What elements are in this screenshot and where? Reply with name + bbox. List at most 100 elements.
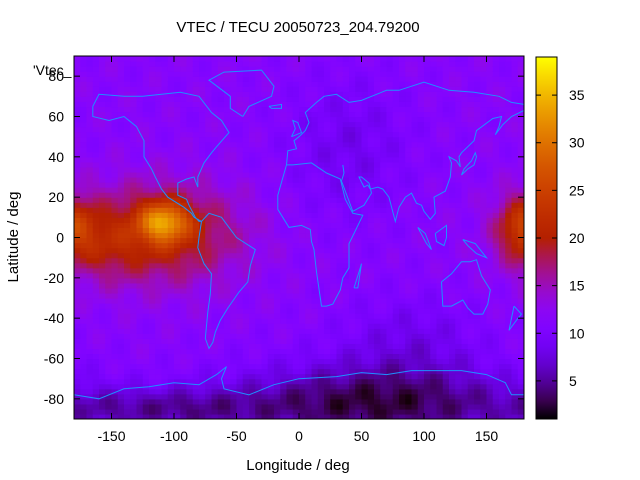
heat-cell — [105, 136, 113, 143]
heat-cell — [280, 383, 288, 390]
heat-cell — [267, 76, 275, 82]
heat-cell — [411, 187, 419, 193]
heat-cell — [80, 232, 88, 239]
heat-cell — [161, 298, 169, 304]
heat-cell — [349, 368, 356, 375]
heat-cell — [467, 192, 475, 198]
heat-cell — [349, 388, 356, 395]
heat-cell — [324, 141, 331, 148]
heat-cell — [311, 363, 319, 370]
heat-cell — [130, 111, 138, 118]
heat-cell — [411, 166, 419, 173]
heat-cell — [336, 91, 344, 97]
heat-cell — [267, 252, 275, 259]
heat-cell — [324, 202, 331, 208]
heat-cell — [130, 262, 138, 269]
heat-cell — [286, 368, 294, 375]
heat-cell — [174, 131, 181, 138]
heat-cell — [405, 267, 413, 274]
heat-cell — [136, 313, 144, 319]
heat-cell — [142, 277, 150, 284]
heat-cell — [124, 222, 131, 229]
heat-cell — [386, 81, 394, 87]
heat-cell — [199, 388, 206, 395]
heat-cell — [499, 242, 506, 249]
heat-cell — [449, 166, 456, 173]
heat-cell — [224, 197, 231, 203]
heat-cell — [74, 116, 81, 123]
heat-cell — [311, 121, 319, 128]
heat-cell — [292, 192, 300, 198]
heat-cell — [267, 333, 275, 339]
heat-cell — [167, 338, 175, 344]
heat-cell — [355, 373, 363, 380]
heat-cell — [480, 71, 488, 77]
heat-cell — [267, 71, 275, 77]
heat-cell — [186, 277, 194, 284]
heat-cell — [430, 101, 438, 108]
heat-cell — [280, 298, 288, 304]
heat-cell — [92, 272, 100, 279]
heat-cell — [230, 393, 238, 400]
heat-cell — [499, 292, 506, 299]
heat-cell — [405, 242, 413, 249]
heat-cell — [430, 363, 438, 370]
heat-cell — [499, 136, 506, 143]
heat-cell — [74, 146, 81, 153]
heat-cell — [361, 242, 369, 249]
heat-cell — [149, 177, 156, 183]
heat-cell — [486, 116, 494, 123]
heat-cell — [367, 111, 375, 118]
heat-cell — [117, 222, 125, 229]
heat-cell — [492, 277, 500, 284]
heat-cell — [205, 247, 213, 254]
heat-cell — [467, 166, 475, 173]
heat-cell — [174, 398, 181, 405]
heat-cell — [442, 101, 450, 108]
heat-cell — [174, 151, 181, 158]
heat-cell — [442, 383, 450, 390]
heat-cell — [330, 403, 338, 410]
heat-cell — [411, 408, 419, 415]
heat-cell — [461, 227, 469, 234]
heat-cell — [367, 182, 375, 188]
heat-cell — [492, 151, 500, 158]
heat-cell — [142, 66, 150, 72]
heat-cell — [467, 106, 475, 113]
heat-cell — [217, 403, 225, 410]
heat-cell — [280, 398, 288, 405]
heat-cell — [430, 398, 438, 405]
heat-cell — [349, 86, 356, 92]
heat-cell — [330, 333, 338, 339]
heat-cell — [180, 141, 188, 148]
heat-cell — [399, 398, 406, 405]
heat-cell — [186, 171, 194, 178]
heat-cell — [305, 136, 313, 143]
heat-cell — [136, 202, 144, 208]
heat-cell — [380, 207, 388, 213]
heat-cell — [299, 192, 306, 198]
heat-cell — [405, 303, 413, 309]
heat-cell — [374, 136, 381, 143]
heat-cell — [324, 413, 331, 419]
heat-cell — [311, 333, 319, 339]
heat-cell — [505, 363, 513, 370]
heat-cell — [292, 187, 300, 193]
heat-cell — [155, 222, 163, 229]
heat-cell — [224, 81, 231, 87]
heat-cell — [186, 177, 194, 183]
heat-cell — [305, 101, 313, 108]
heat-cell — [324, 318, 331, 324]
heat-cell — [199, 282, 206, 289]
heat-cell — [267, 348, 275, 355]
heat-cell — [130, 81, 138, 87]
heat-cell — [461, 363, 469, 370]
heat-cell — [467, 56, 475, 62]
heat-cell — [136, 101, 144, 108]
heat-cell — [274, 262, 281, 269]
heat-cell — [217, 333, 225, 339]
heat-cell — [461, 126, 469, 133]
heat-cell — [236, 383, 244, 390]
heat-cell — [180, 146, 188, 153]
heat-cell — [111, 237, 119, 244]
